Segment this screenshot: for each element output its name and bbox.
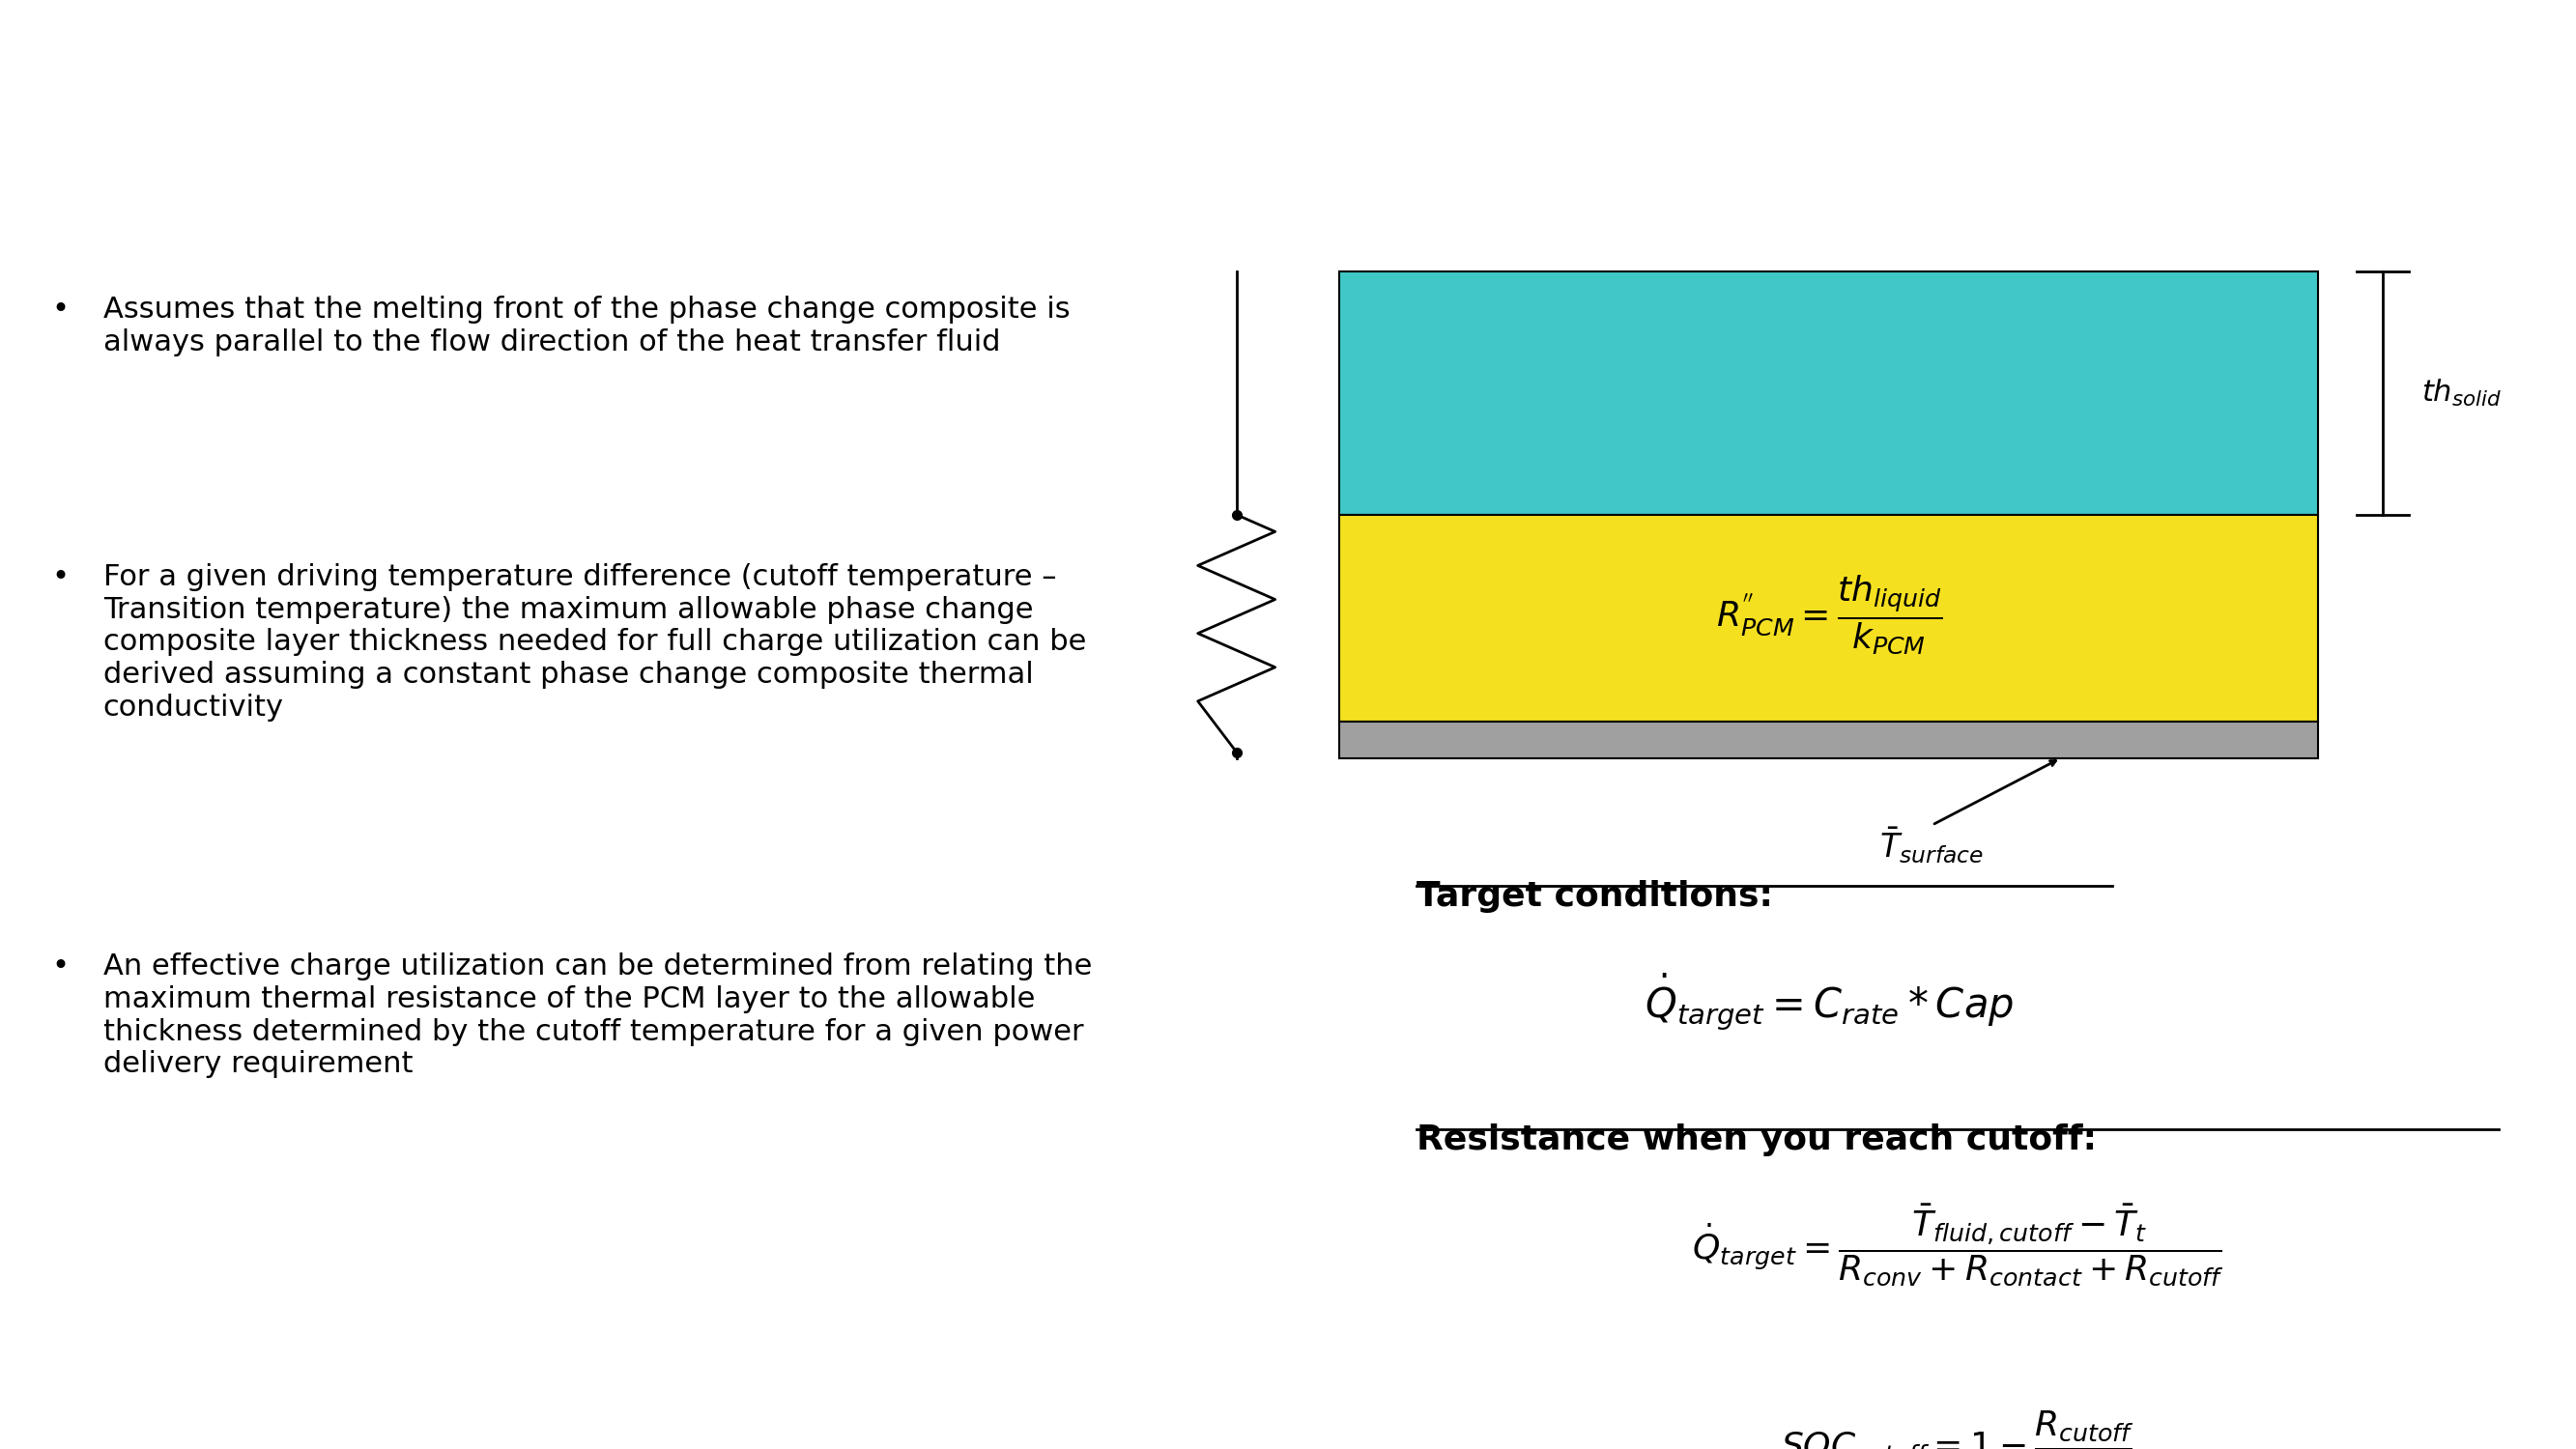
Text: Resistance when you reach cutoff:: Resistance when you reach cutoff: bbox=[1417, 1123, 2097, 1156]
Bar bbox=[1340, 722, 2318, 758]
Text: •: • bbox=[52, 296, 70, 323]
Bar bbox=[1340, 271, 2318, 514]
Text: •: • bbox=[52, 953, 70, 981]
Text: $\dot{Q}_{target} = \dfrac{\bar{T}_{fluid,cutoff} - \bar{T}_t}{R_{conv} + R_{con: $\dot{Q}_{target} = \dfrac{\bar{T}_{flui… bbox=[1692, 1203, 2223, 1288]
Text: •: • bbox=[52, 564, 70, 591]
Text: For a given driving temperature difference (cutoff temperature –
Transition temp: For a given driving temperature differen… bbox=[103, 564, 1087, 722]
Text: $\bar{T}_{surface}$: $\bar{T}_{surface}$ bbox=[1880, 824, 1984, 865]
Text: Target conditions:: Target conditions: bbox=[1417, 880, 1772, 913]
Text: $th_{solid}$: $th_{solid}$ bbox=[2421, 378, 2501, 409]
Bar bbox=[1340, 514, 2318, 722]
Text: Assumes that the melting front of the phase change composite is
always parallel : Assumes that the melting front of the ph… bbox=[103, 296, 1069, 356]
Text: $R_{PCM}^{''} = \dfrac{th_{liquid}}{k_{PCM}}$: $R_{PCM}^{''} = \dfrac{th_{liquid}}{k_{P… bbox=[1716, 574, 1942, 656]
Text: $SOC_{cutoff} = 1 - \dfrac{R_{cutoff}}{R_{max}}$: $SOC_{cutoff} = 1 - \dfrac{R_{cutoff}}{R… bbox=[1780, 1410, 2136, 1449]
Text: Parallel Phase Front Approximation Model: Parallel Phase Front Approximation Model bbox=[459, 62, 2117, 129]
Text: $\dot{Q}_{target} = C_{rate} * Cap$: $\dot{Q}_{target} = C_{rate} * Cap$ bbox=[1643, 971, 2014, 1032]
Text: An effective charge utilization can be determined from relating the
maximum ther: An effective charge utilization can be d… bbox=[103, 953, 1092, 1078]
